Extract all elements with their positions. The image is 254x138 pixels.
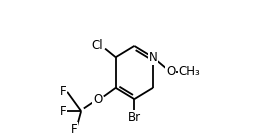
- Text: N: N: [149, 51, 157, 64]
- Text: Cl: Cl: [91, 39, 103, 52]
- Text: O: O: [166, 65, 176, 78]
- Text: F: F: [60, 85, 67, 98]
- Text: CH₃: CH₃: [179, 65, 200, 78]
- Text: Br: Br: [128, 111, 141, 124]
- Text: O: O: [93, 93, 102, 106]
- Text: F: F: [60, 105, 67, 118]
- Text: F: F: [71, 123, 77, 136]
